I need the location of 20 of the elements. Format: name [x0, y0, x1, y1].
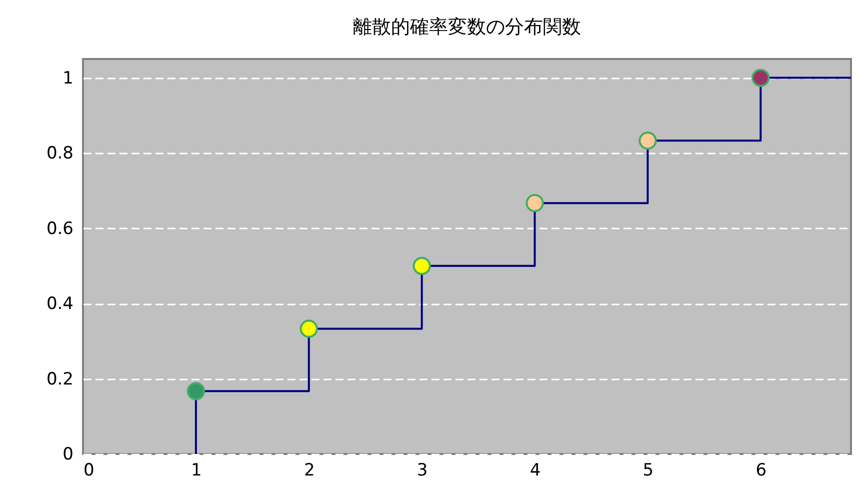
chart-title: 離散的確率変数の分布関数: [353, 16, 581, 38]
y-tick-label: 0.2: [46, 369, 74, 390]
y-tick-label: 0: [62, 444, 74, 464]
x-tick-label: 3: [416, 460, 428, 480]
x-tick-label: 1: [191, 460, 202, 480]
point: [752, 68, 770, 87]
point: [186, 382, 206, 400]
x-tick-label: 0: [84, 460, 94, 480]
y-tick-label: 0.4: [46, 294, 74, 314]
y-tick-label: 0.6: [46, 218, 74, 239]
y-tick-label: 1: [62, 68, 74, 88]
point: [300, 320, 318, 338]
x-tick-label: 5: [642, 460, 654, 480]
x-tick-label: 6: [756, 460, 767, 480]
point: [526, 194, 544, 212]
x-tick-label: 2: [304, 460, 315, 480]
y-tick-label: 0.8: [46, 144, 74, 164]
x-tick-label: 4: [530, 460, 541, 480]
point: [638, 132, 657, 150]
point: [412, 256, 431, 275]
